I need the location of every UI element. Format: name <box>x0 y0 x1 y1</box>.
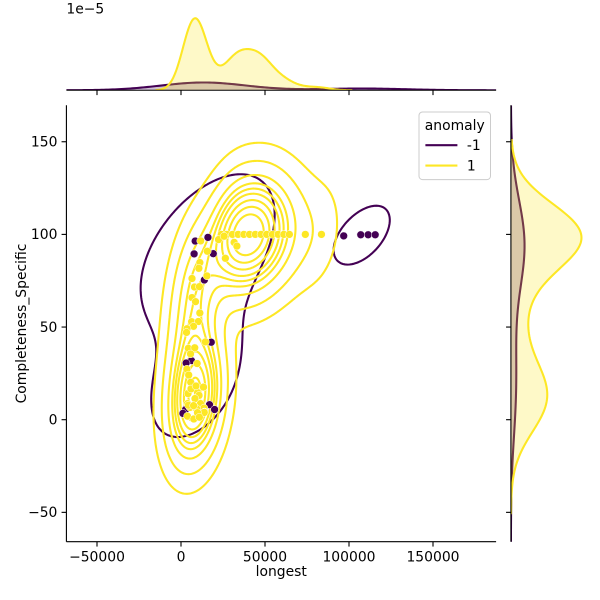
scatter-point <box>356 230 365 239</box>
y-tick-label: 0 <box>49 412 58 428</box>
kde-contour-line <box>160 159 314 476</box>
marginal-kde-fill <box>510 139 582 515</box>
right-marginal-kde-anomaly-1 <box>510 139 583 515</box>
top-marginal-kde-anomaly-neg1 <box>66 81 497 91</box>
scatter-point <box>187 274 197 283</box>
scatter-point <box>189 401 198 410</box>
kde-contour-line <box>167 173 297 460</box>
scatter-point <box>364 230 373 239</box>
x-tick-label: 100000 <box>322 550 375 566</box>
y-axis-label: Completeness_Specific <box>14 244 30 404</box>
scatter-point <box>371 230 380 239</box>
scatter-point <box>195 413 204 422</box>
legend-title: anomaly <box>425 118 485 134</box>
scatter-point <box>339 231 348 241</box>
kde-contours-anomaly-1 <box>152 141 339 495</box>
right-marginal-axes <box>510 105 583 542</box>
scatter-point <box>191 381 201 391</box>
scatter-point <box>199 382 208 392</box>
axes-spines <box>65 89 512 543</box>
legend-label-anomaly-neg1: -1 <box>467 138 481 154</box>
x-axis-label: longest <box>256 564 308 580</box>
scatter-point <box>190 343 199 352</box>
legend: anomaly -1 1 <box>418 111 491 181</box>
axes-ticks <box>61 90 511 547</box>
scatter-point <box>285 230 294 239</box>
top-marginal-axes <box>66 17 497 91</box>
scatter-point <box>203 247 212 256</box>
scatter-point <box>191 297 200 306</box>
tick-labels: −50000 0 50000 100000 150000 −50 0 50 100 150 <box>28 135 459 566</box>
x-tick-label: 50000 <box>243 550 287 566</box>
scatter-point <box>196 236 205 246</box>
scatter-point <box>210 405 219 414</box>
scatter-point <box>195 282 204 291</box>
scatter-point <box>219 232 229 241</box>
kde-contour-line <box>152 141 339 495</box>
legend-label-anomaly-1: 1 <box>467 159 476 175</box>
x-tick-label: 150000 <box>406 550 459 566</box>
kde-contour-line <box>171 182 290 451</box>
top-marginal-kde-anomaly-1 <box>155 17 353 91</box>
scatter-anomaly-neg1 <box>178 230 380 418</box>
right-marginal-kde-anomaly-neg1 <box>510 105 526 542</box>
marginal-kde-fill <box>155 18 353 91</box>
x-tick-label: 0 <box>177 550 186 566</box>
scientific-offset-label: 1e−5 <box>66 2 104 18</box>
scatter-point <box>221 254 230 263</box>
marginal-kde-line <box>155 17 353 91</box>
x-tick-label: −50000 <box>69 550 125 566</box>
scatter-point <box>186 349 195 359</box>
y-tick-label: 50 <box>40 320 58 336</box>
scatter-point <box>232 241 242 251</box>
scatter-anomaly-1 <box>182 230 326 424</box>
joint-axes <box>139 141 391 495</box>
kde-contour-line <box>176 192 281 439</box>
marginal-kde-line <box>66 81 497 91</box>
marginal-kde-line <box>510 105 526 542</box>
scatter-point <box>301 230 310 239</box>
marginal-kde-line <box>510 139 583 515</box>
scatter-point <box>317 230 326 239</box>
scatter-point <box>201 337 210 347</box>
scatter-point <box>184 370 193 380</box>
y-tick-label: 150 <box>31 135 58 151</box>
scatter-point <box>189 249 199 259</box>
scatter-point <box>194 264 203 273</box>
scatter-point <box>192 359 202 368</box>
scatter-point <box>182 328 191 337</box>
scatter-point <box>202 271 212 281</box>
y-tick-label: −50 <box>28 505 57 521</box>
scatter-point <box>195 308 204 318</box>
y-tick-label: 100 <box>31 227 58 243</box>
scatter-point <box>203 233 213 242</box>
